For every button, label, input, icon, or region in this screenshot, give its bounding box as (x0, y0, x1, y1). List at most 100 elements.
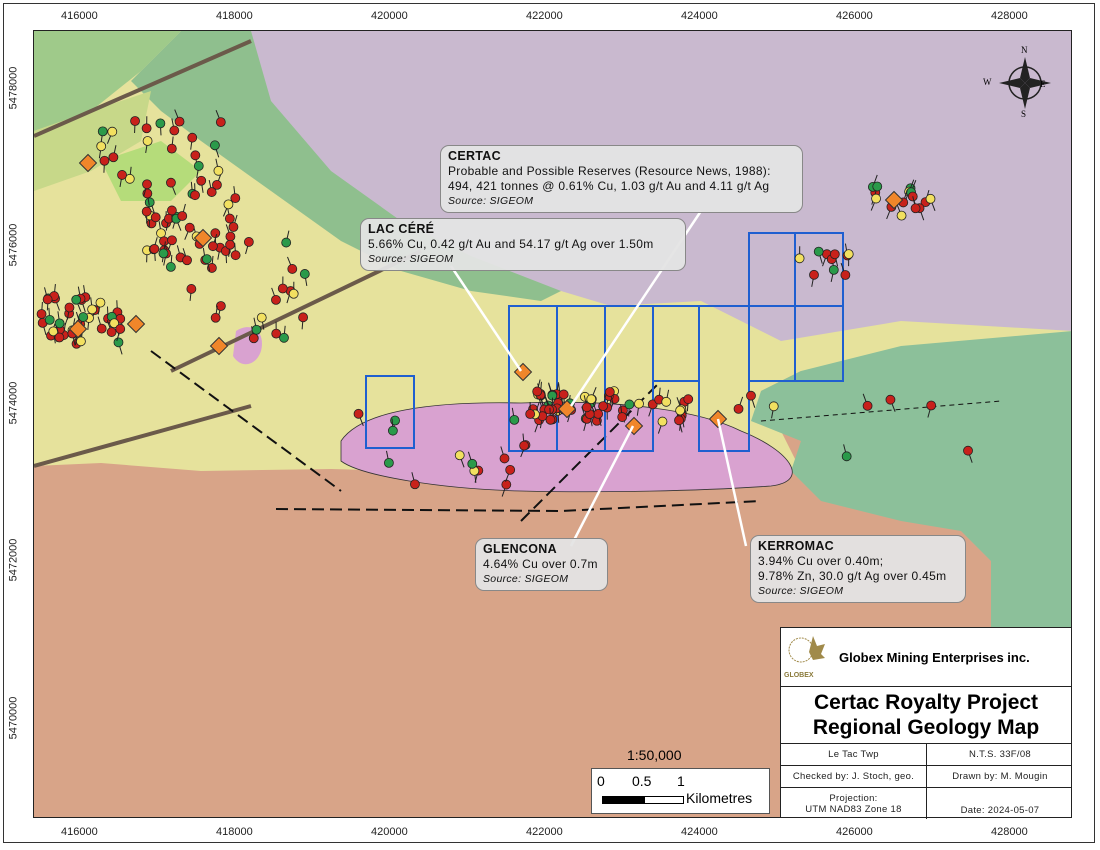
sample-point[interactable] (141, 123, 152, 134)
sample-point[interactable] (142, 136, 153, 146)
mineral-showing-marker[interactable] (884, 190, 904, 210)
sample-point[interactable] (501, 479, 512, 490)
sample-point[interactable] (248, 333, 259, 344)
sample-point[interactable] (224, 213, 235, 224)
sample-point[interactable] (155, 118, 166, 129)
sample-point[interactable] (251, 324, 262, 335)
sample-point[interactable] (142, 179, 152, 190)
sample-point[interactable] (141, 206, 152, 217)
sample-point[interactable] (36, 309, 47, 319)
sample-point[interactable] (896, 210, 907, 221)
sample-point[interactable] (149, 244, 160, 254)
sample-point[interactable] (519, 440, 530, 451)
sample-point[interactable] (113, 337, 124, 348)
sample-point[interactable] (78, 312, 89, 322)
sample-point[interactable] (271, 328, 282, 339)
mineral-showing-marker[interactable] (209, 336, 229, 356)
sample-point[interactable] (201, 254, 212, 264)
sample-point[interactable] (177, 211, 188, 221)
sample-point[interactable] (54, 332, 65, 343)
sample-point[interactable] (634, 398, 644, 409)
sample-point[interactable] (383, 458, 394, 468)
sample-point[interactable] (64, 302, 75, 313)
sample-point[interactable] (150, 212, 161, 223)
sample-point[interactable] (410, 479, 420, 490)
sample-point[interactable] (675, 405, 686, 416)
sample-point[interactable] (71, 294, 82, 305)
sample-point[interactable] (532, 386, 543, 397)
sample-point[interactable] (467, 458, 478, 469)
sample-point[interactable] (169, 125, 180, 136)
sample-point[interactable] (159, 236, 169, 247)
sample-point[interactable] (277, 283, 288, 294)
sample-point[interactable] (115, 324, 126, 334)
sample-point[interactable] (454, 450, 465, 461)
sample-point[interactable] (885, 394, 896, 405)
sample-point[interactable] (225, 239, 235, 250)
sample-point[interactable] (230, 193, 241, 204)
sample-point[interactable] (87, 304, 98, 315)
sample-point[interactable] (184, 222, 195, 233)
sample-point[interactable] (505, 464, 516, 475)
sample-point[interactable] (196, 175, 207, 186)
sample-point[interactable] (166, 143, 177, 154)
sample-point[interactable] (174, 116, 185, 127)
sample-point[interactable] (225, 231, 236, 242)
sample-point[interactable] (97, 126, 108, 137)
sample-point[interactable] (593, 409, 604, 419)
sample-point[interactable] (843, 249, 854, 260)
sample-point[interactable] (509, 414, 520, 425)
sample-point[interactable] (208, 241, 218, 252)
sample-point[interactable] (809, 269, 819, 280)
sample-point[interactable] (661, 396, 672, 407)
sample-point[interactable] (190, 190, 200, 201)
sample-point[interactable] (215, 301, 226, 311)
sample-point[interactable] (158, 248, 169, 259)
sample-point[interactable] (210, 312, 221, 323)
sample-point[interactable] (106, 327, 117, 337)
mineral-showing-marker[interactable] (68, 319, 88, 339)
sample-point[interactable] (96, 323, 107, 334)
sample-point[interactable] (281, 237, 292, 248)
sample-point[interactable] (144, 197, 155, 208)
sample-point[interactable] (840, 270, 851, 280)
sample-point[interactable] (598, 401, 608, 412)
sample-point[interactable] (256, 312, 267, 323)
sample-point[interactable] (117, 170, 127, 180)
sample-point[interactable] (299, 269, 310, 279)
sample-point[interactable] (212, 179, 222, 190)
sample-point[interactable] (387, 425, 398, 436)
sample-point[interactable] (604, 387, 615, 397)
sample-point[interactable] (124, 173, 135, 184)
sample-point[interactable] (353, 408, 364, 419)
sample-point[interactable] (746, 390, 756, 401)
sample-point[interactable] (586, 394, 597, 405)
sample-point[interactable] (794, 253, 805, 264)
mineral-showing-marker[interactable] (193, 228, 213, 248)
sample-point[interactable] (657, 416, 668, 427)
sample-point[interactable] (499, 453, 510, 464)
sample-point[interactable] (525, 409, 536, 419)
sample-point[interactable] (54, 318, 65, 329)
sample-point[interactable] (926, 400, 937, 411)
sample-point[interactable] (617, 412, 628, 422)
sample-point[interactable] (279, 332, 289, 343)
sample-point[interactable] (963, 445, 973, 456)
sample-point[interactable] (271, 294, 281, 305)
sample-point[interactable] (167, 235, 177, 246)
sample-point[interactable] (287, 264, 298, 274)
sample-point[interactable] (544, 404, 555, 415)
sample-point[interactable] (581, 402, 592, 413)
sample-point[interactable] (42, 294, 53, 305)
sample-point[interactable] (871, 193, 881, 204)
sample-point[interactable] (213, 165, 224, 176)
sample-point[interactable] (813, 246, 824, 257)
sample-point[interactable] (243, 237, 254, 247)
sample-point[interactable] (624, 399, 635, 410)
sample-point[interactable] (95, 297, 106, 308)
sample-point[interactable] (130, 116, 140, 126)
sample-point[interactable] (768, 401, 779, 412)
sample-point[interactable] (910, 203, 921, 214)
sample-point[interactable] (215, 117, 226, 128)
sample-point[interactable] (288, 288, 299, 299)
